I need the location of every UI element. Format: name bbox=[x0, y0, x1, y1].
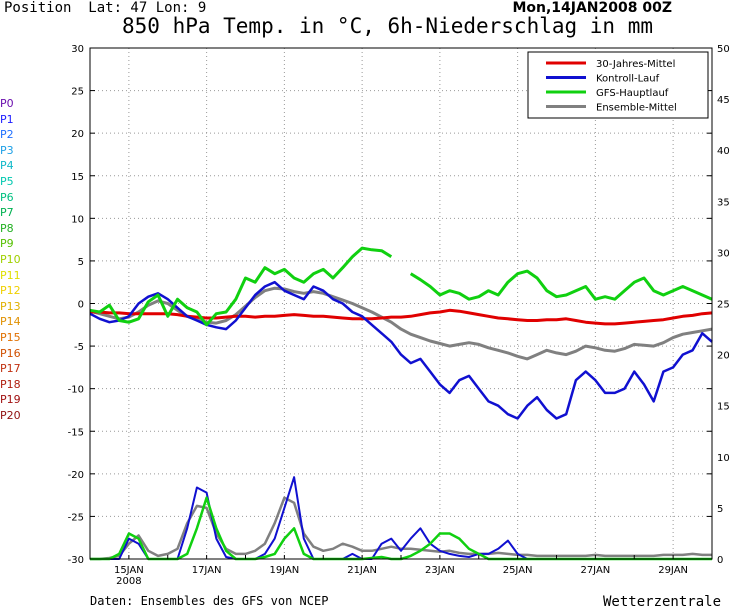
member-label-p10: P10 bbox=[0, 253, 21, 266]
y-right-tick-label: 5 bbox=[717, 504, 723, 515]
series-group bbox=[89, 246, 713, 561]
temp-climate-mean-line bbox=[90, 308, 713, 326]
data-source-label: Daten: Ensembles des GFS von NCEP bbox=[90, 594, 329, 608]
member-label-p20: P20 bbox=[0, 409, 21, 422]
x-tick-year-label: 2008 bbox=[116, 576, 141, 587]
y-right-tick-label: 15 bbox=[717, 402, 730, 413]
y-left-tick-label: -5 bbox=[74, 342, 84, 353]
y-left-tick-label: -25 bbox=[68, 512, 84, 523]
run-date-label: Mon,14JAN2008 00Z bbox=[512, 0, 672, 16]
y-left-tick-label: -20 bbox=[68, 470, 84, 481]
member-label-p1: P1 bbox=[0, 112, 14, 126]
member-label-p5: P5 bbox=[0, 175, 14, 188]
y-right-tick-label: 0 bbox=[717, 555, 723, 566]
member-label-p7: P7 bbox=[0, 206, 14, 220]
precip-ensemble-mean-line bbox=[90, 496, 712, 561]
y-left-tick-label: 20 bbox=[71, 129, 84, 140]
member-label-p3: P3 bbox=[0, 143, 14, 157]
brand-label: Wetterzentrale bbox=[603, 594, 722, 610]
member-label-p16: P16 bbox=[0, 346, 21, 360]
legend-label: Kontroll-Lauf bbox=[596, 74, 660, 85]
member-label-p14: P14 bbox=[0, 315, 21, 329]
y-left-tick-label: -30 bbox=[68, 555, 84, 566]
y-right-tick-label: 35 bbox=[717, 197, 730, 208]
precip-control-line bbox=[90, 476, 712, 560]
position-label: Position Lat: 47 Lon: 9 bbox=[4, 0, 207, 16]
y-right-tick-label: 45 bbox=[717, 95, 730, 106]
y-left-tick-label: 15 bbox=[71, 172, 84, 183]
member-label-p12: P12 bbox=[0, 284, 21, 298]
member-label-p17: P17 bbox=[0, 362, 21, 376]
x-tick-label: 19JAN bbox=[269, 565, 299, 576]
x-tick-label: 25JAN bbox=[503, 565, 533, 576]
legend-label: Ensemble-Mittel bbox=[596, 103, 677, 114]
member-label-p8: P8 bbox=[0, 221, 14, 235]
x-tick-label: 23JAN bbox=[425, 565, 455, 576]
axes: 302520151050-5-10-15-20-25-3050454035302… bbox=[68, 44, 730, 587]
y-right-tick-label: 30 bbox=[717, 248, 730, 259]
y-left-tick-label: -15 bbox=[68, 427, 84, 438]
member-label-p2: P2 bbox=[0, 128, 14, 142]
y-left-tick-label: 0 bbox=[78, 300, 84, 311]
x-tick-label: 15JAN bbox=[114, 565, 144, 576]
member-label-p18: P18 bbox=[0, 377, 21, 391]
y-left-tick-label: 25 bbox=[71, 87, 84, 98]
member-label-p0: P0 bbox=[0, 97, 14, 110]
legend-label: GFS-Hauptlauf bbox=[596, 88, 669, 99]
member-label-p11: P11 bbox=[0, 268, 21, 282]
y-right-tick-label: 20 bbox=[717, 351, 730, 362]
y-right-tick-label: 10 bbox=[717, 453, 730, 464]
legend: 30-Jahres-Mittel Kontroll-Lauf GFS-Hauptla… bbox=[527, 51, 709, 119]
y-left-tick-label: 10 bbox=[71, 214, 84, 225]
member-label-p19: P19 bbox=[0, 393, 21, 407]
chart-title: 850 hPa Temp. in °C, 6h-Niederschlag in … bbox=[122, 14, 654, 38]
y-right-tick-label: 50 bbox=[717, 44, 730, 55]
member-label-p13: P13 bbox=[0, 299, 21, 313]
member-label-p9: P9 bbox=[0, 237, 14, 251]
member-label-p4: P4 bbox=[0, 159, 14, 173]
x-tick-label: 21JAN bbox=[347, 565, 377, 576]
member-label-p6: P6 bbox=[0, 190, 14, 204]
x-tick-label: 17JAN bbox=[192, 565, 222, 576]
y-left-tick-label: -10 bbox=[68, 385, 84, 396]
temp-control-line bbox=[89, 280, 713, 420]
x-tick-label: 27JAN bbox=[580, 565, 610, 576]
y-right-tick-label: 25 bbox=[717, 300, 730, 311]
temp-gfs-main-line bbox=[89, 246, 713, 327]
y-left-tick-label: 5 bbox=[78, 257, 84, 268]
y-left-tick-label: 30 bbox=[71, 44, 84, 55]
member-label-p15: P15 bbox=[0, 331, 21, 344]
y-right-tick-label: 40 bbox=[717, 146, 730, 157]
legend-label: 30-Jahres-Mittel bbox=[596, 59, 675, 70]
x-tick-label: 29JAN bbox=[658, 565, 688, 576]
